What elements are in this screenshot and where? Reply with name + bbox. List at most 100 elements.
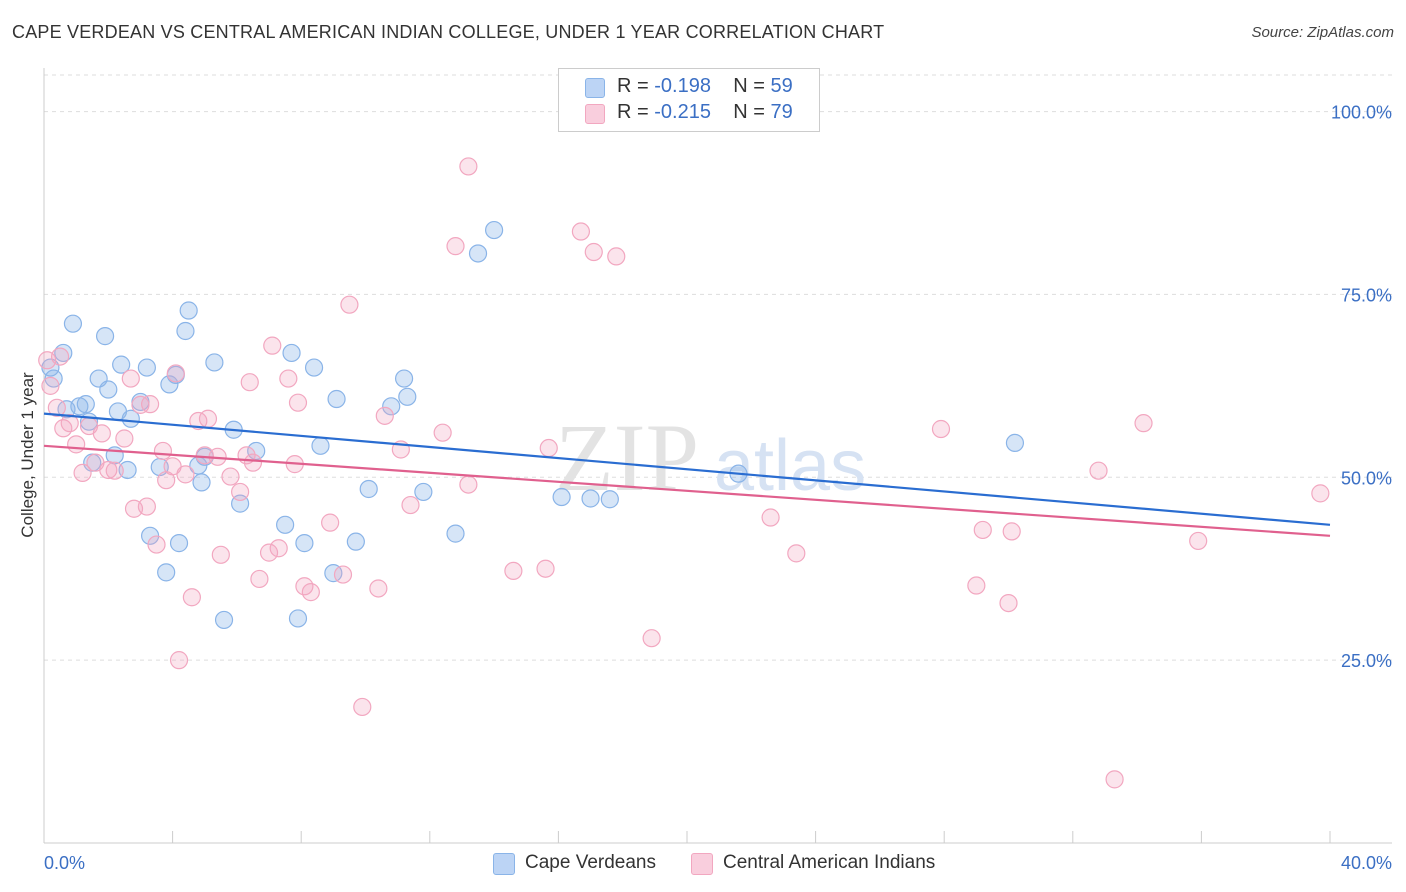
y-tick-label: 25.0% <box>1341 651 1392 671</box>
cape-verdean-point <box>1005 433 1025 453</box>
bottom-legend-label: Central American Indians <box>723 852 936 873</box>
cape-verdean-point <box>76 395 95 414</box>
central-american-indian-point <box>1134 414 1153 433</box>
series-cape-verdeans-points <box>41 220 1025 630</box>
central-american-indian-point <box>211 545 230 564</box>
central-american-indian-point <box>584 242 603 262</box>
central-american-indian-point <box>73 463 92 482</box>
central-american-indian-point <box>1105 770 1124 789</box>
cape-verdean-point <box>311 436 330 455</box>
central-american-indian-point <box>105 461 124 480</box>
cape-verdean-point <box>394 369 414 388</box>
trend-lines <box>43 412 1331 537</box>
cape-verdean-point <box>176 321 195 341</box>
cape-verdean-point <box>214 610 234 630</box>
cape-verdean-point <box>324 564 343 583</box>
cape-verdean-point <box>160 375 179 394</box>
central-american-indian-point <box>121 369 140 388</box>
cape-verdean-point <box>468 244 488 263</box>
central-american-indian-point <box>369 579 388 598</box>
cape-verdean-point <box>276 515 295 534</box>
cape-verdean-point <box>169 534 189 553</box>
legend-n-label: N = <box>733 101 771 123</box>
central-american-indian-point <box>166 364 185 383</box>
central-american-indian-point <box>433 423 452 442</box>
central-american-indian-point <box>137 497 156 516</box>
central-american-indian-point <box>931 419 951 439</box>
bottom-legend-swatch-blue <box>493 853 515 875</box>
central-american-indian-point <box>231 482 250 502</box>
legend-r-value: -0.198 <box>654 75 711 97</box>
cape-verdean-point <box>398 387 417 406</box>
central-american-indian-point <box>198 409 218 428</box>
central-american-indian-point <box>761 508 780 527</box>
central-american-indian-point <box>504 561 523 581</box>
central-american-indian-point <box>163 457 182 476</box>
bottom-legend-swatch-pink <box>691 853 713 875</box>
central-american-indian-point <box>446 237 465 256</box>
cape-verdean-point <box>179 301 198 320</box>
central-american-indian-point <box>607 247 626 266</box>
legend-swatch-pink <box>585 104 605 124</box>
central-american-indian-point <box>41 376 60 395</box>
watermark-zip: ZIP <box>555 404 699 511</box>
cape-verdean-point <box>121 409 140 428</box>
central-american-indian-point <box>263 336 282 355</box>
cape-verdean-point <box>295 534 314 553</box>
cape-verdean-point <box>304 358 324 377</box>
axes <box>43 68 1392 844</box>
cape-verdean-point <box>63 314 83 333</box>
source-label: Source: ZipAtlas.com <box>1251 24 1394 41</box>
cape-verdean-point <box>327 389 346 409</box>
x-tick-label: 40.0% <box>1341 853 1392 873</box>
y-tick-label: 50.0% <box>1341 468 1392 488</box>
correlation-legend: R = -0.198 N = 59 R = -0.215 N = 79 <box>558 68 820 132</box>
y-axis-label: College, Under 1 year <box>18 372 37 538</box>
cape-verdean-point <box>288 609 308 628</box>
series-central-american-indians-points <box>38 157 1330 789</box>
central-american-indian-point <box>787 544 806 563</box>
central-american-indian-point <box>92 424 111 443</box>
tick-labels: 25.0% 50.0% 75.0% 100.0% 0.0% 40.0% <box>44 103 1392 873</box>
cape-verdean-point <box>446 524 465 543</box>
central-american-indian-point <box>99 460 118 480</box>
cape-verdean-point <box>552 487 571 507</box>
central-american-indian-point <box>47 398 66 417</box>
cape-verdean-point <box>414 482 433 502</box>
cape-verdean-point <box>95 327 115 346</box>
cape-verdean-point <box>112 355 131 374</box>
chart-title: CAPE VERDEAN VS CENTRAL AMERICAN INDIAN … <box>12 22 885 42</box>
cape-verdean-point <box>118 460 137 480</box>
central-american-indian-point <box>67 435 86 454</box>
cape-verdean-point <box>157 563 176 582</box>
y-tick-label: 75.0% <box>1341 285 1392 305</box>
y-tick-label: 100.0% <box>1331 103 1392 123</box>
legend-swatch-blue <box>585 78 605 98</box>
cape-verdean-point <box>99 380 118 399</box>
central-american-indian-point <box>1089 461 1108 480</box>
central-american-indian-point <box>571 222 591 241</box>
trend-line-cape-verdeans <box>43 412 1331 526</box>
central-american-indian-point <box>1311 484 1330 503</box>
central-american-indian-point <box>288 393 308 412</box>
legend-r-value: -0.215 <box>654 101 711 123</box>
central-american-indian-point <box>243 453 263 472</box>
x-tick-label: 0.0% <box>44 853 85 873</box>
central-american-indian-point <box>967 576 986 595</box>
cape-verdean-point <box>247 441 266 461</box>
cape-verdean-point <box>382 397 401 416</box>
legend-r-label: R = <box>617 75 655 97</box>
cape-verdean-point <box>581 489 600 508</box>
central-american-indian-point <box>459 157 478 176</box>
legend-n-value: 59 <box>770 75 793 97</box>
central-american-indian-point <box>973 520 992 540</box>
central-american-indian-point <box>182 588 201 607</box>
cape-verdean-point <box>192 473 211 492</box>
cape-verdean-point <box>346 532 365 551</box>
central-american-indian-point <box>1002 522 1021 541</box>
central-american-indian-point <box>250 569 269 589</box>
central-american-indian-point <box>279 369 298 388</box>
central-american-indian-point <box>269 539 288 558</box>
cape-verdean-point <box>282 343 301 363</box>
